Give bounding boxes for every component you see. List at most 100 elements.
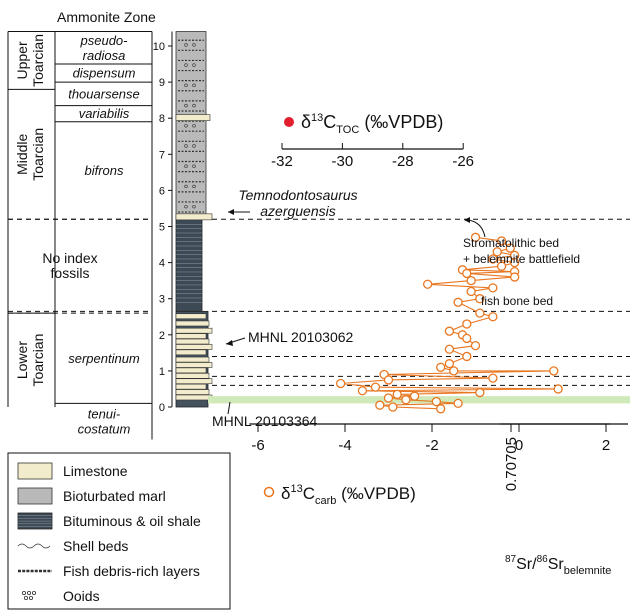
carb-point xyxy=(475,308,485,318)
ooid-mark xyxy=(192,43,196,47)
sr-axis: 0.707050.707100.707150.7072087Sr/86Srbel… xyxy=(500,423,628,577)
toc-tick-label: -30 xyxy=(332,153,354,170)
legend-ooid xyxy=(32,591,37,596)
carb-point xyxy=(444,326,455,336)
ooid-mark xyxy=(184,184,188,189)
legend-label: Limestone xyxy=(63,463,128,479)
carb-point xyxy=(466,275,476,286)
carb-tick-label: -6 xyxy=(251,437,264,454)
carb-point xyxy=(409,391,420,401)
carb-point xyxy=(496,261,507,271)
ooid-mark xyxy=(184,83,188,88)
carb-point xyxy=(492,247,502,257)
height-tick-label: 1 xyxy=(159,366,165,378)
carb-point xyxy=(510,257,520,268)
carb-point xyxy=(422,279,433,289)
legend-ooid xyxy=(28,596,33,601)
carb-point xyxy=(392,389,402,400)
legend-swatch-marl xyxy=(17,487,53,505)
zone-label: bifrons xyxy=(84,163,124,178)
carb-point xyxy=(475,294,485,304)
carb-point xyxy=(357,386,368,396)
ammonite-zone-column: UpperToarcian MiddleToarcian LowerToarcian… xyxy=(7,31,153,440)
height-tick-label: 3 xyxy=(159,294,165,306)
legend-label: Bioturbated marl xyxy=(63,488,166,504)
carb-legend-marker xyxy=(263,486,275,498)
ooid-mark xyxy=(184,124,188,128)
ooid-mark xyxy=(184,103,188,108)
limestone-bed xyxy=(175,356,210,363)
zone-label: tenui-costatum xyxy=(78,406,131,436)
dashed-level-lines xyxy=(208,218,630,404)
temnodontosaurus-label: Temnodontosaurus azerguensis xyxy=(238,187,357,219)
mhnl2-arrow xyxy=(227,401,231,415)
legend-ooid xyxy=(26,591,31,596)
ooid-mark xyxy=(192,83,196,88)
carb-tick-label: -4 xyxy=(338,437,351,454)
strom-arrowhead xyxy=(464,217,470,223)
limestone-bed xyxy=(175,320,210,327)
carb-point xyxy=(488,373,498,383)
toc-tick-label: -28 xyxy=(392,153,414,170)
ooid-mark xyxy=(184,144,188,148)
limestone-bed xyxy=(175,338,210,345)
ooid-mark xyxy=(192,184,196,189)
zone-label: variabilis xyxy=(79,106,130,121)
carb-point xyxy=(370,382,381,392)
carb-axis-title: δ13Ccarb (‰VPDB) xyxy=(281,483,416,507)
carb-point xyxy=(453,398,463,409)
height-tick-label: 6 xyxy=(159,185,165,197)
legend-ooid xyxy=(23,596,28,601)
toc-legend-marker xyxy=(284,117,294,127)
toc-axis-title: δ13CTOC (‰VPDB) xyxy=(301,112,443,136)
carb-point xyxy=(436,362,446,372)
zone-label: dispensum xyxy=(73,66,136,81)
carb-point xyxy=(375,400,385,410)
carb-point xyxy=(444,344,455,354)
ooid-mark xyxy=(192,124,196,128)
carb-tick-label: -2 xyxy=(425,437,438,454)
ooid-mark xyxy=(184,164,188,168)
green-band xyxy=(208,396,630,404)
mhnl-20103364-label: MHNL 20103364 xyxy=(212,413,318,429)
zone-label: serpentinum xyxy=(68,351,140,366)
carb-point xyxy=(462,333,472,344)
toc-axis: -32 -30 -28 -26 δ13CTOC (‰VPDB) xyxy=(271,112,474,170)
carb-point xyxy=(453,297,463,307)
ooid-mark xyxy=(184,204,188,209)
height-tick-label: 2 xyxy=(159,330,165,342)
limestone-bed xyxy=(175,378,213,385)
limestone-bed xyxy=(175,327,213,334)
carb-point xyxy=(462,351,472,362)
carb-point xyxy=(431,396,442,407)
sr-axis-title: 87Sr/86Srbelemnite xyxy=(505,554,611,577)
ooid-mark xyxy=(192,204,196,209)
carb-point xyxy=(488,254,498,264)
legend-swatch-limestone xyxy=(17,462,53,480)
legend-label: Ooids xyxy=(63,588,100,604)
lithology-legend: Limestone Bioturbated marl Bituminous & oi… xyxy=(7,452,231,610)
carb-point xyxy=(488,312,498,322)
ooid-mark xyxy=(184,43,188,47)
legend-label: Bituminous & oil shale xyxy=(63,513,201,529)
carb-point xyxy=(510,272,520,282)
ooid-mark xyxy=(192,63,196,67)
carb-point xyxy=(444,359,455,369)
carb-point xyxy=(462,268,472,279)
toc-tick-label: -32 xyxy=(271,153,293,170)
legend-label: Fish debris-rich layers xyxy=(63,563,200,579)
legend-swatch-shells xyxy=(17,543,51,549)
limestone-bed xyxy=(175,367,207,374)
height-tick-label: 4 xyxy=(159,258,165,270)
height-tick-label: 5 xyxy=(159,222,165,234)
zone-label: thouarsense xyxy=(68,86,140,101)
fish-bone-bed-label: fish bone bed xyxy=(481,294,553,308)
carb-point xyxy=(449,366,459,376)
limestone-bed xyxy=(175,362,213,368)
ooid-mark xyxy=(192,103,196,108)
limestone-bed xyxy=(175,373,210,379)
carb-point xyxy=(496,236,507,246)
limestone-bed xyxy=(175,213,213,221)
carb-point xyxy=(335,378,346,389)
